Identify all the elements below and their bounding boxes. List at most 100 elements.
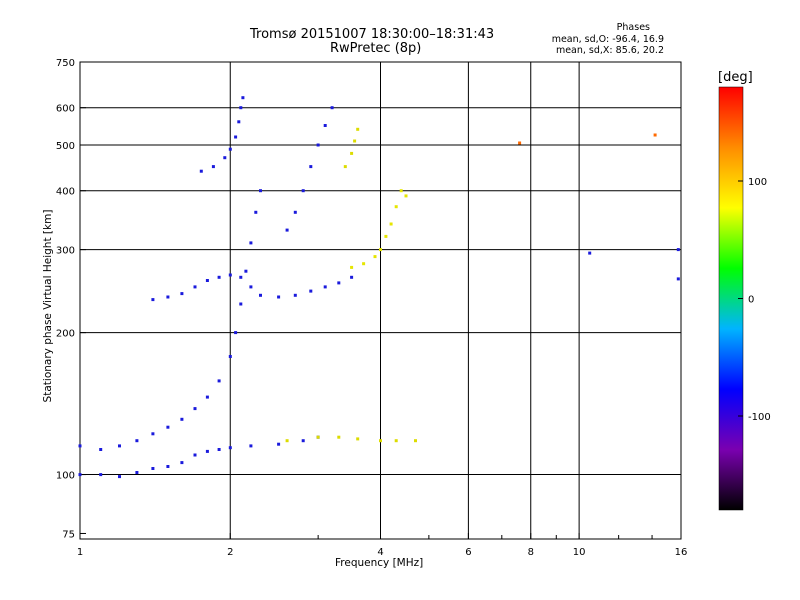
- data-point: [330, 106, 334, 110]
- y-tick-label: 750: [56, 58, 75, 69]
- data-point: [249, 285, 253, 289]
- data-point: [217, 448, 221, 451]
- data-point: [384, 234, 388, 238]
- data-point: [166, 425, 170, 429]
- data-point: [205, 449, 209, 453]
- colorbar-tick-label: 100: [748, 177, 767, 188]
- data-point: [234, 331, 238, 335]
- data-point: [676, 277, 680, 281]
- y-axis: 75 100 200 300 400 500 600 750: [56, 58, 86, 540]
- data-point: [518, 141, 522, 145]
- data-point: [277, 442, 281, 446]
- data-point: [259, 189, 262, 193]
- data-point: [399, 189, 403, 193]
- data-point: [254, 210, 258, 214]
- data-point: [373, 255, 377, 259]
- data-point: [249, 444, 253, 448]
- data-point: [228, 446, 232, 450]
- data-point: [350, 151, 354, 155]
- colorbar-unit-label: [deg]: [718, 70, 753, 85]
- colorbar-tick-label: -100: [748, 412, 771, 423]
- data-point: [78, 444, 82, 448]
- data-point: [244, 269, 248, 273]
- y-tick-label: 75: [62, 529, 75, 540]
- y-tick-label: 100: [56, 471, 75, 482]
- data-point: [301, 189, 305, 193]
- data-point: [239, 106, 243, 110]
- data-point: [223, 156, 227, 160]
- data-point: [118, 444, 121, 448]
- data-point: [193, 285, 197, 289]
- data-point: [379, 248, 382, 252]
- y-tick-label: 400: [56, 187, 75, 198]
- data-point: [404, 194, 408, 198]
- data-point: [343, 165, 347, 169]
- data-point: [180, 292, 184, 296]
- phases-o-stats: mean, sd,O: -96.4, 16.9: [551, 34, 664, 45]
- data-point: [241, 96, 245, 100]
- data-point: [217, 275, 221, 279]
- data-point: [239, 275, 243, 279]
- data-point: [379, 439, 382, 443]
- data-point: [249, 241, 253, 245]
- y-tick-label: 200: [56, 329, 75, 340]
- data-point: [350, 275, 354, 279]
- y-tick-label: 600: [56, 104, 75, 115]
- data-point: [180, 461, 184, 465]
- phases-x-stats: mean, sd,X: 85.6, 20.2: [555, 45, 664, 56]
- data-point: [135, 439, 139, 443]
- data-point: [228, 355, 232, 358]
- data-point: [653, 133, 657, 137]
- data-point: [193, 407, 197, 411]
- data-point: [356, 127, 360, 131]
- data-point: [588, 251, 592, 255]
- data-point: [337, 435, 341, 439]
- data-point: [309, 289, 313, 293]
- data-point: [293, 293, 297, 297]
- x-axis-label: Frequency [MHz]: [335, 557, 424, 569]
- x-tick-label: 8: [528, 547, 534, 558]
- data-point: [301, 439, 305, 443]
- x-tick-label: 2: [227, 547, 233, 558]
- chart-title: Tromsø 20151007 18:30:00–18:31:43: [250, 27, 495, 42]
- data-point: [239, 302, 243, 306]
- x-tick-label: 4: [377, 547, 383, 558]
- data-point: [337, 281, 341, 285]
- data-point: [99, 473, 103, 477]
- data-point: [199, 169, 203, 173]
- data-point: [676, 248, 680, 252]
- data-point: [277, 295, 281, 299]
- data-points: [78, 96, 680, 479]
- data-point: [394, 439, 398, 443]
- data-point: [316, 435, 320, 439]
- data-point: [151, 298, 155, 302]
- data-point: [166, 295, 170, 299]
- y-tick-label: 500: [56, 141, 75, 152]
- data-point: [414, 439, 417, 443]
- data-point: [259, 293, 262, 297]
- x-tick-label: 16: [675, 547, 688, 558]
- data-point: [316, 143, 320, 147]
- data-point: [356, 437, 360, 441]
- data-point: [205, 395, 209, 399]
- data-point: [180, 417, 184, 421]
- colorbar-axis: -100 0 100: [738, 177, 771, 423]
- x-tick-label: 6: [465, 547, 471, 558]
- data-point: [217, 379, 221, 383]
- data-point: [151, 467, 155, 470]
- data-point: [394, 205, 398, 209]
- data-point: [166, 465, 170, 468]
- x-tick-label: 1: [77, 547, 83, 558]
- y-tick-label: 300: [56, 246, 75, 257]
- chart-subtitle: RwPretec (8p): [330, 41, 422, 56]
- colorbar-tick-label: 0: [748, 295, 754, 306]
- data-point: [285, 439, 289, 443]
- data-point: [353, 139, 357, 143]
- data-point: [78, 473, 82, 477]
- grid: [80, 62, 681, 539]
- data-point: [205, 279, 209, 282]
- data-point: [118, 475, 121, 479]
- data-point: [362, 262, 366, 266]
- data-point: [323, 124, 327, 127]
- data-point: [293, 210, 297, 214]
